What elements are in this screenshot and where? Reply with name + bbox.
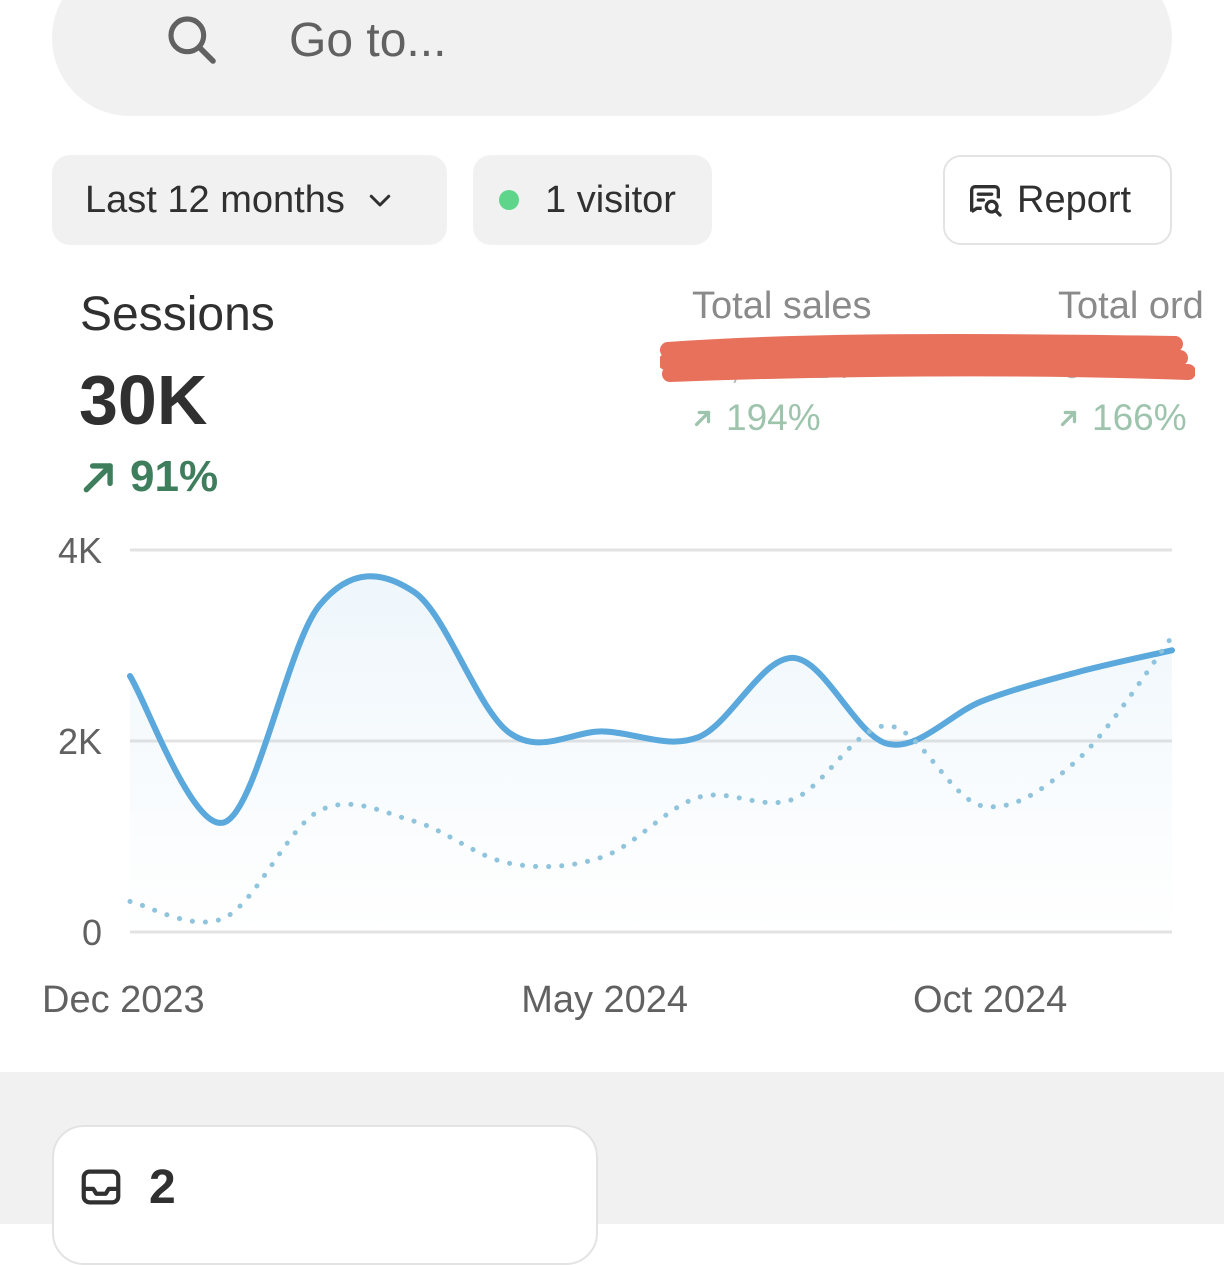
total-orders-change-value: 166% xyxy=(1092,397,1187,438)
arrow-up-right-icon xyxy=(83,463,113,493)
y-tick-label: 2K xyxy=(58,721,102,762)
total-sales-title[interactable]: Total sales xyxy=(692,285,872,327)
sessions-title[interactable]: Sessions xyxy=(80,288,275,341)
y-tick-label: 0 xyxy=(82,912,102,953)
sessions-chart: 4K 2K 0 Dec 2023 May 2024 Oct 2024 xyxy=(42,530,1175,1021)
search-bar[interactable]: Go to... xyxy=(52,0,1172,116)
sessions-change-value: 91% xyxy=(130,452,219,501)
inbox-card[interactable]: 2 xyxy=(52,1125,598,1265)
total-sales-change: 194% xyxy=(692,397,821,439)
report-label: Report xyxy=(1017,178,1132,221)
date-range-label: Last 12 months xyxy=(85,178,345,221)
chevron-down-icon xyxy=(369,194,391,207)
live-visitors-label: 1 visitor xyxy=(545,178,676,221)
sessions-change: 91% xyxy=(80,452,218,502)
total-orders-change: 166% xyxy=(1058,397,1187,439)
current-series-line xyxy=(127,573,1175,826)
y-tick-label: 4K xyxy=(58,530,102,571)
inbox-count: 2 xyxy=(149,1161,176,1214)
x-tick-label: May 2024 xyxy=(521,979,688,1021)
comparison-series-line xyxy=(127,634,1175,925)
total-sales-change-value: 194% xyxy=(726,397,821,438)
redaction-scribble xyxy=(660,334,1195,382)
inbox-icon xyxy=(81,1169,121,1205)
sessions-value: 30K xyxy=(79,361,208,439)
search-input[interactable]: Go to... xyxy=(289,14,447,67)
lower-section: 2 xyxy=(0,1072,1224,1265)
total-orders-title[interactable]: Total ord xyxy=(1058,285,1204,327)
arrow-up-right-icon xyxy=(1060,410,1077,427)
report-button[interactable]: Report xyxy=(943,155,1172,245)
x-tick-label: Dec 2023 xyxy=(42,979,205,1021)
live-visitors-button[interactable]: 1 visitor xyxy=(473,155,712,245)
date-range-selector[interactable]: Last 12 months xyxy=(52,155,447,245)
search-icon xyxy=(168,16,216,64)
series-area xyxy=(130,576,1172,932)
arrow-up-right-icon xyxy=(694,410,711,427)
x-tick-label: Oct 2024 xyxy=(913,979,1067,1021)
report-icon xyxy=(970,185,1002,217)
live-status-dot xyxy=(499,190,519,210)
